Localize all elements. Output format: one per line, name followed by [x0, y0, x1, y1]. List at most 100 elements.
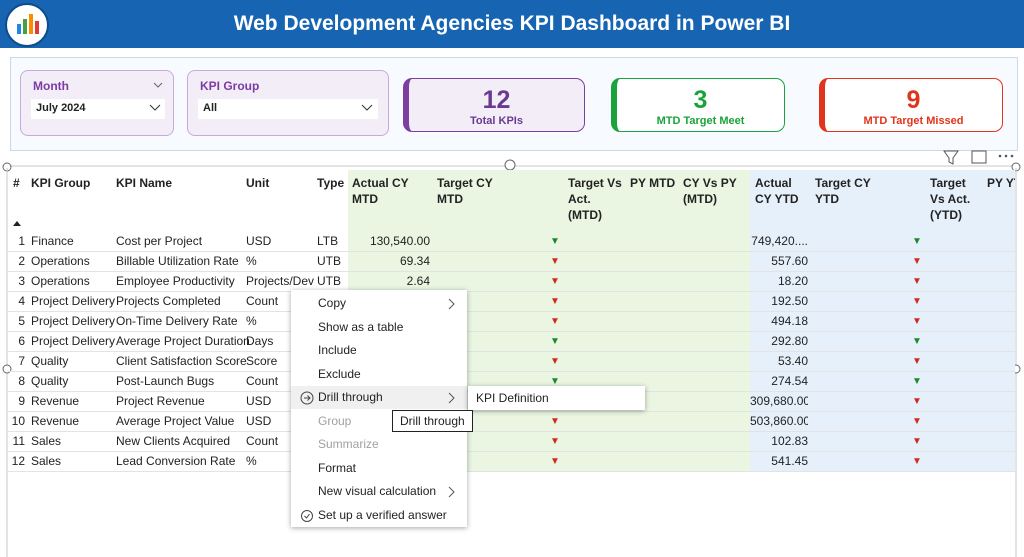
row-number: 5 — [18, 314, 25, 328]
column-header: PY MTD — [630, 176, 676, 190]
mtd-status: ▼ — [550, 376, 560, 387]
row-number: 2 — [18, 254, 25, 268]
menu-item[interactable]: Format — [318, 460, 357, 475]
column-header: Target CY MTD — [437, 176, 493, 206]
kpi-group: Operations — [31, 274, 90, 288]
actual-ytd: 18.20 — [777, 274, 808, 288]
ytd-status: ▼ — [912, 416, 922, 427]
row-divider — [8, 251, 1015, 252]
kpi-name: New Clients Acquired — [116, 434, 231, 448]
actual-ytd: 309,680.00 — [750, 394, 808, 408]
card-value: 9 — [906, 86, 921, 114]
actual-ytd: 274.54 — [771, 374, 808, 388]
mtd-status: ▼ — [550, 336, 560, 347]
actual-ytd: 749,420.... — [751, 234, 808, 248]
unit: Days — [246, 334, 274, 348]
row-number: 4 — [18, 294, 25, 308]
card-label: MTD Target Missed — [863, 115, 964, 127]
mtd-status: ▼ — [550, 236, 560, 247]
kpi-name: Post-Launch Bugs — [116, 374, 215, 388]
actual-mtd: 130,540.00 — [369, 234, 430, 248]
row-divider — [8, 411, 1015, 412]
row-number: 11 — [12, 434, 25, 448]
kpi-group: Quality — [31, 354, 69, 368]
menu-item: Summarize — [318, 437, 379, 451]
kpi-group: Operations — [31, 254, 90, 268]
type: LTB — [317, 234, 339, 248]
kpi-group: Project Delivery — [31, 294, 116, 308]
kpi-name: Project Revenue — [116, 394, 205, 408]
row-number: 12 — [11, 454, 25, 468]
actual-ytd: 102.83 — [771, 434, 808, 448]
menu-item[interactable]: Drill through — [291, 386, 467, 409]
visual-header — [2, 150, 1021, 172]
tooltip: Drill through — [392, 410, 473, 432]
type: UTB — [317, 274, 341, 288]
ytd-status: ▼ — [912, 236, 922, 247]
menu-item[interactable]: Copy — [291, 292, 467, 315]
ytd-status: ▼ — [912, 436, 922, 447]
filter-icon[interactable] — [943, 150, 959, 165]
row-divider — [8, 431, 1015, 432]
unit: USD — [246, 394, 272, 408]
slicer-label: Month — [33, 79, 69, 93]
column-header: Target CY YTD — [815, 176, 871, 206]
ytd-status: ▼ — [912, 376, 922, 387]
ytd-status: ▼ — [912, 256, 922, 267]
kpi-group-slicer[interactable]: KPI Group All — [187, 70, 389, 136]
mtd-status: ▼ — [550, 296, 560, 307]
unit: % — [246, 254, 257, 268]
unit: USD — [246, 414, 272, 428]
mtd-status: ▼ — [550, 436, 560, 447]
menu-item[interactable]: New visual calculation — [291, 480, 467, 503]
kpi-group: Revenue — [31, 414, 80, 428]
kpi-group: Project Delivery — [31, 314, 116, 328]
type: UTB — [317, 254, 341, 268]
ytd-status: ▼ — [912, 296, 922, 307]
card-value: 3 — [693, 86, 708, 114]
mtd-status: ▼ — [550, 356, 560, 367]
column-header: Actual CY MTD — [352, 176, 409, 206]
menu-item[interactable]: Exclude — [318, 366, 361, 381]
dropdown-chevron — [149, 104, 161, 111]
actual-ytd: 557.60 — [771, 254, 808, 268]
kpi-name: Lead Conversion Rate — [116, 454, 236, 468]
row-number: 6 — [18, 334, 25, 348]
mtd-status: ▼ — [550, 316, 560, 327]
slicer-value[interactable]: July 2024 — [31, 99, 165, 119]
column-header: Type — [317, 176, 345, 190]
unit: Score — [246, 354, 278, 368]
row-divider — [8, 451, 1015, 452]
dashboard-title: Web Development Agencies KPI Dashboard i… — [233, 12, 791, 35]
kpi-name: Projects Completed — [116, 294, 221, 308]
menu-item[interactable]: Show as a table — [318, 319, 404, 334]
ytd-band — [750, 170, 1015, 472]
chevron — [153, 82, 163, 88]
context-menu: Copy Show as a table Include Exclude Drill t… — [291, 290, 467, 527]
kpi-group: Quality — [31, 374, 69, 388]
menu-item[interactable]: Set up a verified answer — [291, 504, 467, 527]
row-number: 1 — [18, 234, 25, 248]
dropdown-chevron — [361, 104, 373, 111]
column-header: # — [13, 176, 20, 190]
kpi-card: 12 Total KPIs — [403, 78, 585, 132]
slicer-value[interactable]: All — [198, 99, 378, 119]
month-slicer[interactable]: Month July 2024 — [20, 70, 174, 136]
row-divider — [8, 291, 1015, 292]
column-header: Target Vs Act. (MTD) — [568, 176, 622, 222]
kpi-group: Sales — [31, 434, 62, 448]
ytd-status: ▼ — [912, 456, 922, 467]
submenu-chevron — [448, 392, 455, 404]
row-number: 7 — [18, 354, 25, 368]
actual-ytd: 53.40 — [777, 354, 808, 368]
submenu-item[interactable]: KPI Definition — [476, 391, 549, 405]
card-label: MTD Target Meet — [656, 115, 745, 127]
ytd-status: ▼ — [912, 336, 922, 347]
kpi-group: Finance — [31, 234, 74, 248]
focus-icon[interactable] — [971, 150, 987, 164]
menu-item[interactable]: Include — [318, 343, 357, 357]
menu-icon — [300, 391, 314, 405]
kpi-card: 3 MTD Target Meet — [611, 78, 785, 132]
column-header: Unit — [246, 176, 270, 190]
